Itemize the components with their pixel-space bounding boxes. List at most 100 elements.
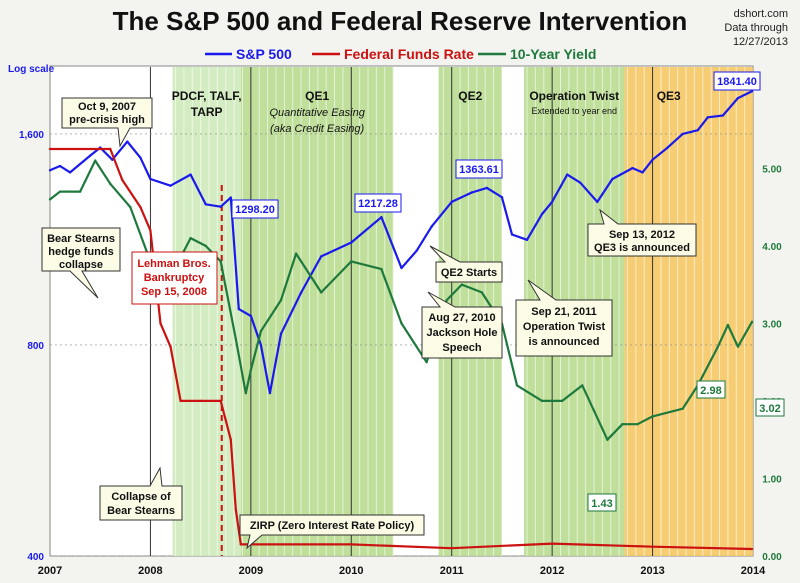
region-sub-qe1-1: Quantitative Easing — [269, 107, 365, 119]
point-sp500 — [415, 249, 418, 252]
callout-box-302 — [755, 398, 785, 417]
point-sp500 — [450, 200, 453, 204]
point-sp500 — [249, 314, 253, 318]
point-sp500 — [400, 266, 403, 270]
region-labels: PDCF, TALF, TARP QE1 Quantitative Easing (ak… — [172, 89, 681, 135]
point-yield — [736, 345, 740, 348]
annotation-zirp: ZIRP (Zero Interest Rate Policy) — [239, 514, 425, 550]
anno-jackson-line1: Aug 27, 2010 — [428, 312, 495, 324]
x-tick-label: 2008 — [138, 565, 162, 577]
point-sp500 — [540, 212, 544, 216]
anno-lehman-line1: Lehman Bros. — [137, 258, 210, 270]
source-data-through: Data through — [724, 22, 788, 34]
x-tick-label: 2011 — [440, 565, 464, 577]
log-scale-note: Log scale — [8, 64, 55, 75]
point-yield — [460, 283, 463, 286]
region-label-twist: Operation Twist — [529, 89, 619, 103]
anno-bear-hedge-line2: hedge funds — [48, 246, 113, 258]
point-sp500 — [259, 343, 263, 347]
y-right-tick-label: 3.00 — [762, 319, 782, 330]
point-sp500 — [204, 203, 207, 206]
callout-1217: 1217.28 — [358, 198, 398, 210]
point-sp500 — [525, 238, 529, 242]
point-yield — [425, 360, 428, 364]
anno-qe3-line1: Sep 13, 2012 — [609, 229, 675, 241]
point-sp500 — [750, 90, 754, 93]
point-fed — [109, 147, 112, 151]
anno-bear-collapse-line2: Bear Stearns — [107, 505, 175, 517]
point-sp500 — [550, 200, 554, 204]
point-fed — [199, 399, 202, 403]
annotation-lehman: Lehman Bros. Bankruptcy Sep 15, 2008 — [131, 251, 218, 305]
point-sp500 — [219, 205, 222, 208]
legend-fed: Federal Funds Rate — [344, 46, 474, 62]
callout-298: 2.98 — [700, 385, 721, 397]
point-sp500 — [611, 177, 614, 181]
point-yield — [350, 260, 353, 263]
point-fed — [169, 345, 172, 348]
point-yield — [109, 182, 112, 186]
annotations: Oct 9, 2007 pre-crisis high Bear Stearns… — [41, 97, 697, 550]
legend-yield: 10-Year Yield — [510, 46, 596, 62]
region-label-qe2: QE2 — [458, 89, 482, 103]
point-yield — [560, 399, 564, 403]
annotation-twist: Sep 21, 2011 Operation Twist is announce… — [515, 279, 613, 357]
point-sp500 — [189, 173, 192, 176]
anno-zirp: ZIRP (Zero Interest Rate Policy) — [250, 520, 415, 532]
point-sp500 — [666, 146, 669, 149]
point-sp500 — [350, 241, 353, 244]
callout-1841: 1841.40 — [717, 76, 757, 88]
anno-oct2007-line1: Oct 9, 2007 — [78, 101, 136, 113]
point-sp500 — [485, 186, 489, 190]
point-yield — [445, 298, 448, 302]
region-band-4 — [624, 67, 753, 556]
anno-qe2-starts: QE2 Starts — [441, 267, 497, 279]
y-right-tick-label: 5.00 — [762, 164, 782, 175]
point-yield — [204, 244, 207, 248]
point-fed — [750, 547, 754, 551]
point-sp500 — [68, 171, 72, 174]
y-left-tick-label: 800 — [27, 341, 44, 352]
anno-qe3-line2: QE3 is announced — [594, 242, 690, 254]
point-sp500 — [319, 255, 323, 258]
point-fed — [229, 438, 232, 441]
region-sub-qe1-2: (aka Credit Easing) — [270, 123, 364, 135]
point-fed — [219, 399, 222, 403]
point-sp500 — [696, 128, 699, 132]
annotation-bear-collapse: Collapse of Bear Stearns — [99, 466, 183, 521]
anno-oct2007-line2: pre-crisis high — [69, 114, 145, 126]
x-tick-label: 2010 — [339, 565, 363, 577]
y-right-tick-label: 0.00 — [762, 552, 782, 563]
y-left-tick-label: 1,600 — [19, 130, 44, 141]
point-yield — [750, 320, 754, 324]
point-sp500 — [721, 114, 725, 117]
point-yield — [129, 205, 132, 209]
point-sp500 — [279, 332, 283, 335]
point-yield — [400, 322, 403, 325]
callout-143: 1.43 — [591, 498, 612, 510]
point-fed — [239, 543, 243, 546]
point-yield — [294, 252, 298, 255]
point-fed — [48, 147, 52, 151]
point-sp500 — [641, 171, 644, 174]
point-fed — [139, 205, 142, 209]
point-sp500 — [681, 132, 684, 136]
anno-lehman-line3: Sep 15, 2008 — [141, 286, 207, 298]
region-label-pdcf: PDCF, TALF, — [172, 89, 242, 103]
callout-302: 3.02 — [759, 403, 780, 415]
anno-bear-hedge-line3: collapse — [59, 259, 103, 271]
point-yield — [259, 329, 263, 333]
y-right-tick-label: 4.00 — [762, 242, 782, 253]
point-sp500 — [88, 154, 92, 157]
region-band-1 — [240, 67, 394, 556]
point-sp500 — [596, 200, 599, 204]
point-sp500 — [139, 156, 142, 159]
region-label-qe1: QE1 — [305, 89, 329, 103]
legend: S&P 500 Federal Funds Rate 10-Year Yield — [205, 46, 596, 62]
callout-box-1841 — [713, 71, 761, 91]
point-fed — [234, 508, 237, 511]
point-sp500 — [470, 191, 473, 194]
point-yield — [581, 384, 584, 387]
point-yield — [651, 415, 654, 418]
